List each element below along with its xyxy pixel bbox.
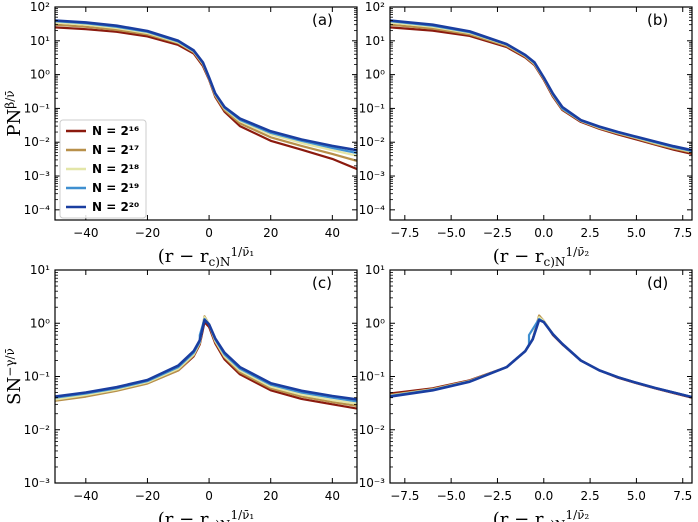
- x-tick-label-d: 7.5: [673, 489, 692, 503]
- series-group-c: [55, 315, 357, 410]
- x-tick-label-a: 40: [325, 226, 340, 240]
- panel-a: −40 −20 0 20 40 10⁻⁴ 10⁻³ 10⁻² 10⁻¹ 10⁰ 10¹ 10² (r −…: [3, 0, 358, 269]
- x-tick-label-c: 20: [263, 489, 278, 503]
- legend-box: [59, 119, 147, 219]
- x-tick-label-c: −20: [135, 489, 160, 503]
- y-tick-label-d: 10⁻³: [359, 476, 386, 490]
- y-tick-label-a: 10⁻¹: [24, 101, 51, 115]
- y-tick-label-a: 10²: [30, 0, 50, 14]
- x-tick-label-c: 0: [205, 489, 213, 503]
- y-tick-label-c: 10¹: [30, 263, 50, 277]
- x-tick-label-d: −7.5: [390, 489, 419, 503]
- series-group-b: [390, 19, 692, 155]
- legend-label-16: N = 2¹⁶: [92, 124, 139, 138]
- x-axis-label-c: (r − rc)N1/ν̄₁: [158, 508, 254, 522]
- x-axis-label-a: (r − rc)N1/ν̄₁: [158, 245, 254, 269]
- y-tick-label-a: 10¹: [30, 34, 50, 48]
- panel-label-a: (a): [312, 11, 333, 29]
- y-tick-label-a: 10⁻⁴: [24, 203, 51, 217]
- series-line-d-20: [390, 318, 692, 399]
- series-group-d: [390, 314, 692, 399]
- series-group-a: [55, 19, 357, 171]
- series-line-b-19: [390, 20, 692, 153]
- y-tick-label-b: 10⁻⁴: [359, 203, 386, 217]
- y-tick-label-d: 10¹: [365, 263, 385, 277]
- x-tick-label-a: 20: [263, 226, 278, 240]
- x-tick-label-a: −40: [73, 226, 98, 240]
- y-tick-label-b: 10⁻²: [359, 135, 386, 149]
- series-line-b-18: [390, 21, 692, 153]
- x-tick-label-b: −2.5: [483, 226, 512, 240]
- y-tick-label-c: 10⁻¹: [24, 370, 51, 384]
- y-tick-label-a: 10⁻²: [24, 135, 51, 149]
- panel-label-c: (c): [312, 274, 332, 292]
- x-tick-label-b: −7.5: [390, 226, 419, 240]
- y-tick-label-b: 10¹: [365, 34, 385, 48]
- panel-label-d: (d): [647, 274, 668, 292]
- panel-label-b: (b): [647, 11, 668, 29]
- x-tick-label-c: −40: [73, 489, 98, 503]
- y-axis-label-c: SN−γ/ν̄: [3, 348, 25, 405]
- legend: N = 2¹⁶ N = 2¹⁷ N = 2¹⁸ N = 2¹⁹ N = 2²⁰: [59, 119, 147, 219]
- axes-frame-b: [389, 6, 693, 221]
- x-tick-label-d: 2.5: [581, 489, 600, 503]
- y-tick-label-b: 10²: [365, 0, 385, 14]
- series-line-c-20: [55, 318, 357, 401]
- x-tick-label-b: 0.0: [534, 226, 553, 240]
- y-tick-label-d: 10⁻²: [359, 423, 386, 437]
- series-line-a-20: [55, 19, 357, 152]
- x-tick-label-b: −5.0: [437, 226, 466, 240]
- legend-label-20: N = 2²⁰: [92, 200, 139, 214]
- legend-label-17: N = 2¹⁷: [92, 143, 139, 157]
- y-tick-label-b: 10⁻³: [359, 169, 386, 183]
- legend-label-19: N = 2¹⁹: [92, 181, 139, 195]
- x-tick-label-a: −20: [135, 226, 160, 240]
- y-tick-label-a: 10⁰: [30, 68, 50, 82]
- y-tick-label-d: 10⁻¹: [359, 370, 386, 384]
- y-tick-label-c: 10⁻³: [24, 476, 51, 490]
- x-tick-label-d: −2.5: [483, 489, 512, 503]
- x-tick-label-c: 40: [325, 489, 340, 503]
- series-line-b-20: [390, 19, 692, 152]
- x-axis-label-d: (r − rc)N1/ν̄₂: [493, 508, 590, 522]
- y-tick-label-b: 10⁻¹: [359, 101, 386, 115]
- x-tick-label-d: −5.0: [437, 489, 466, 503]
- legend-label-18: N = 2¹⁸: [92, 162, 139, 176]
- series-line-b-16: [390, 26, 692, 155]
- panel-b: −7.5 −5.0 −2.5 0.0 2.5 5.0 7.5 10⁻⁴ 10⁻³ 10⁻² 10⁻¹…: [359, 0, 693, 269]
- y-tick-label-a: 10⁻³: [24, 169, 51, 183]
- x-tick-label-b: 7.5: [673, 226, 692, 240]
- axes-frame-c: [54, 269, 358, 484]
- x-axis-label-b: (r − rc)N1/ν̄₂: [493, 245, 590, 269]
- x-tick-label-a: 0: [205, 226, 213, 240]
- panel-c: −40 −20 0 20 40 10⁻³ 10⁻² 10⁻¹ 10⁰ 10¹ (r − rc)N1/…: [3, 263, 358, 522]
- x-tick-label-d: 0.0: [534, 489, 553, 503]
- axes-frame-d: [389, 269, 693, 484]
- panel-d: −7.5 −5.0 −2.5 0.0 2.5 5.0 7.5 10⁻³ 10⁻² 10⁻¹ 10⁰ 1…: [359, 263, 693, 522]
- x-tick-label-b: 2.5: [581, 226, 600, 240]
- series-line-b-17: [390, 23, 692, 154]
- y-tick-label-c: 10⁻²: [24, 423, 51, 437]
- x-tick-label-b: 5.0: [627, 226, 646, 240]
- y-tick-label-b: 10⁰: [365, 68, 385, 82]
- y-axis-label-a: PNβ/ν̄: [3, 90, 25, 136]
- y-tick-label-d: 10⁰: [365, 316, 385, 330]
- x-tick-label-d: 5.0: [627, 489, 646, 503]
- y-tick-label-c: 10⁰: [30, 316, 50, 330]
